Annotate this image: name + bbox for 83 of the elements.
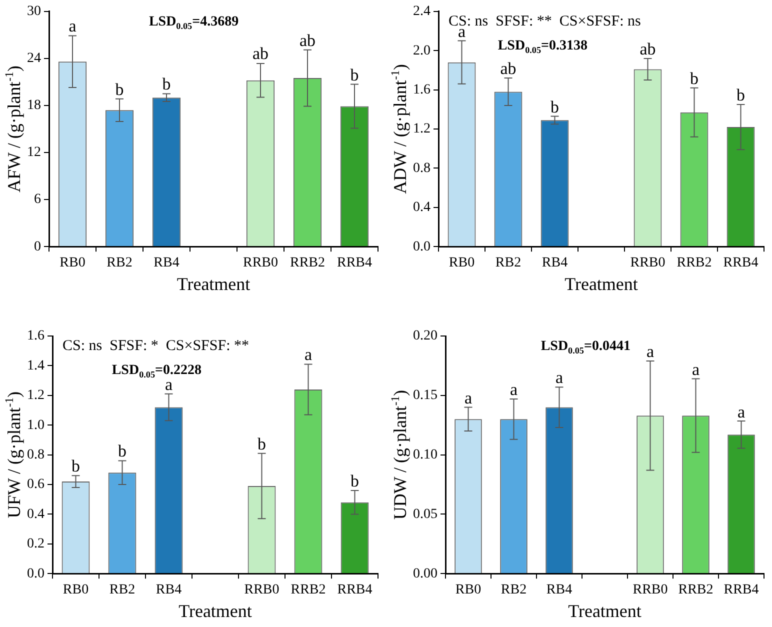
y-tick-label: 0 [34,239,41,254]
annotation: b [350,65,359,84]
annotation: b [350,471,359,490]
x-tick-label: RB2 [495,256,522,271]
y-tick-label: 1.6 [27,328,44,344]
annotation: b [736,86,745,104]
x-tick-label: RB2 [106,256,132,271]
y-axis-title: UFW / (g·plant-1) [2,391,24,518]
annotation: b [72,456,80,476]
x-axis-title: Treatment [176,274,250,294]
y-tick-label: 2.0 [413,43,430,58]
y-axis-title: AFW / (g·plant-1) [2,66,24,192]
x-axis-title: Treatment [568,600,642,621]
annotation: a [646,342,654,361]
annotation: ab [500,59,516,78]
y-tick-label: 0.8 [27,447,44,462]
y-tick-label: 0.8 [413,160,430,176]
annotation: b [550,97,559,116]
y-tick-label: 12 [27,145,41,160]
x-tick-label: RRB4 [336,256,372,271]
x-tick-label: RB2 [109,582,136,598]
y-tick-label: 0.0 [27,566,44,582]
x-tick-label: RB4 [546,582,572,598]
y-tick-label: 30 [27,4,41,20]
annotation: b [115,80,124,100]
x-tick-label: RRB4 [723,256,758,271]
y-tick-label: 6 [34,192,41,208]
x-tick-label: RRB2 [290,582,326,598]
x-tick-label: RB0 [455,582,482,598]
y-tick-label: 0.10 [413,447,438,462]
x-tick-label: RB0 [60,256,86,271]
x-tick-label: RRB0 [630,256,666,271]
annotation: a [555,368,564,388]
y-axis-title: UDW / (g·plant-1) [388,390,410,520]
x-tick-label: RB4 [154,256,180,271]
y-tick-label: 0.15 [413,388,438,404]
y-tick-label: 0.20 [413,328,438,344]
y-tick-label: 2.4 [413,4,430,20]
x-tick-label: RB4 [542,256,568,271]
y-tick-label: 1.2 [413,122,430,137]
annotation: b [690,68,698,88]
annotation: CS: ns SFSF: * CS×SFSF: ** [62,338,249,354]
annotation: b [258,434,266,454]
y-tick-label: 24 [27,51,41,66]
x-tick-label: RRB0 [632,582,668,598]
annotation: a [692,360,700,379]
x-tick-label: RRB4 [724,582,759,598]
annotation: b [118,442,126,461]
y-tick-label: 1.0 [27,418,44,433]
y-axis-title: ADW / (g·plant-1) [388,64,410,194]
y-tick-label: 18 [27,98,41,114]
y-tick-label: 0.00 [413,566,438,582]
x-tick-label: RRB2 [676,256,712,271]
x-axis-title: Treatment [564,274,638,294]
annotation: ab [640,39,656,58]
x-tick-label: RRB0 [242,256,278,271]
annotation: a [68,16,77,36]
x-tick-label: RB0 [448,256,475,271]
annotation: ab [299,30,316,50]
x-tick-label: RB4 [156,582,182,598]
y-tick-label: 0.6 [27,477,44,492]
annotation: a [464,388,472,408]
annotation: a [737,402,746,422]
y-tick-label: 1.2 [27,388,44,404]
annotation: ab [252,44,269,64]
y-tick-label: 0.4 [413,200,430,216]
y-tick-label: 0.0 [413,239,430,254]
y-tick-label: 0.4 [27,506,44,522]
x-tick-label: RB0 [62,582,89,598]
x-tick-label: RRB0 [244,582,280,598]
x-tick-label: RRB2 [290,256,326,271]
annotation: b [162,74,171,94]
x-tick-label: RRB2 [678,582,714,598]
y-tick-label: 1.4 [27,358,44,374]
annotation: a [510,380,518,399]
x-tick-label: RB2 [500,582,527,598]
y-tick-label: 0.2 [27,536,44,552]
x-tick-label: RRB4 [337,582,372,598]
x-axis-title: Treatment [178,600,252,621]
annotation: a [164,374,173,394]
annotation: a [304,345,312,364]
y-tick-label: 1.6 [413,82,430,98]
y-tick-label: 0.05 [413,506,438,522]
